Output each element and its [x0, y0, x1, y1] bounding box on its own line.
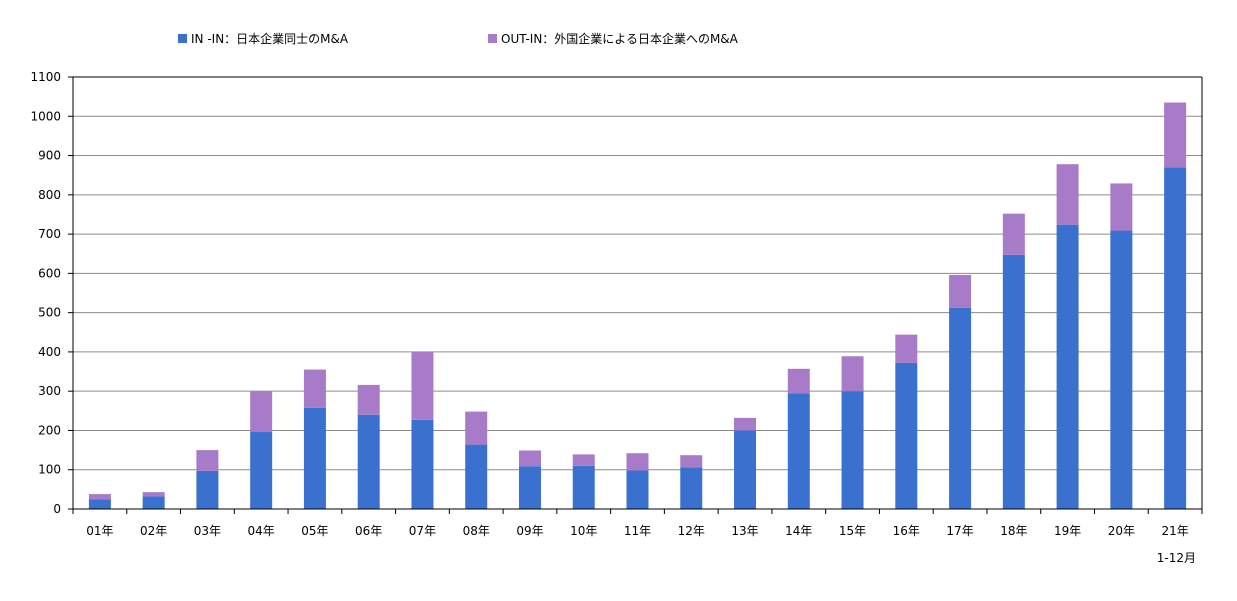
x-tick-label: 11年 — [624, 524, 651, 538]
gridlines — [73, 76, 1202, 471]
x-tick-label: 21年 — [1161, 524, 1188, 538]
bar-in-in — [250, 432, 273, 509]
bar-out-in — [465, 411, 488, 445]
y-tick-label: 100 — [38, 463, 61, 477]
bar-in-in — [303, 407, 326, 509]
y-tick-label: 0 — [53, 502, 61, 516]
bar-in-in — [357, 414, 380, 509]
bar-out-in — [949, 274, 972, 308]
bar-in-in — [411, 419, 434, 509]
x-tick-label: 07年 — [409, 524, 436, 538]
bar-out-in — [142, 492, 165, 497]
x-tick-label: 09年 — [516, 524, 543, 538]
y-tick-label: 400 — [38, 345, 61, 359]
x-tick-label: 08年 — [463, 524, 490, 538]
y-tick-label: 900 — [38, 149, 61, 163]
x-tick-label: 10年 — [570, 524, 597, 538]
axes — [68, 76, 1203, 514]
bar-in-in — [949, 307, 972, 509]
bar-out-in — [1164, 102, 1187, 168]
bar-out-in — [841, 356, 864, 392]
y-tick-label: 1000 — [30, 109, 61, 123]
bar-in-in — [518, 466, 541, 509]
period-note: 1-12月 — [1157, 551, 1196, 565]
bar-in-in — [734, 430, 757, 509]
bar-out-in — [626, 453, 649, 471]
x-axis-labels: 01年 02年 03年 04年 05年 06年 07年 08年 09年 10年 11年 12年 13年 1… — [86, 524, 1189, 538]
bar-out-in — [1002, 213, 1025, 255]
x-tick-label: 06年 — [355, 524, 382, 538]
y-axis-labels: 0 100 200 300 400 500 600 700 800 900 1000 1100 — [30, 70, 61, 516]
x-tick-label: 04年 — [248, 524, 275, 538]
bar-out-in — [895, 334, 918, 363]
bar-in-in — [680, 467, 703, 509]
bar-out-in — [303, 369, 326, 408]
bar-in-in — [88, 499, 111, 509]
bar-out-in — [411, 351, 434, 420]
y-tick-label: 600 — [38, 266, 61, 280]
x-tick-label: 17年 — [946, 524, 973, 538]
legend-swatch-out-in — [488, 34, 497, 43]
bar-out-in — [88, 494, 111, 500]
bar-in-in — [1164, 167, 1187, 509]
x-tick-label: 12年 — [678, 524, 705, 538]
y-tick-label: 700 — [38, 227, 61, 241]
x-tick-label: 03年 — [194, 524, 221, 538]
bar-out-in — [196, 450, 219, 471]
y-tick-label: 300 — [38, 384, 61, 398]
chart-legend: IN -IN：日本企業同士のM&A OUT-IN：外国企業による日本企業へのM&… — [178, 31, 739, 46]
bar-out-in — [518, 450, 541, 467]
bar-in-in — [787, 393, 810, 509]
x-tick-label: 14年 — [785, 524, 812, 538]
bar-out-in — [680, 455, 703, 468]
bar-in-in — [1110, 230, 1133, 509]
bar-out-in — [357, 384, 380, 415]
x-tick-label: 02年 — [140, 524, 167, 538]
bar-in-in — [1056, 224, 1079, 509]
x-tick-label: 18年 — [1000, 524, 1027, 538]
bar-in-in — [572, 465, 595, 509]
bar-in-in — [465, 444, 488, 509]
x-tick-label: 19年 — [1054, 524, 1081, 538]
x-tick-label: 15年 — [839, 524, 866, 538]
legend-label-out-in: OUT-IN：外国企業による日本企業へのM&A — [501, 31, 739, 46]
legend-label-in-in: IN -IN：日本企業同士のM&A — [191, 31, 349, 46]
bar-out-in — [250, 391, 273, 433]
x-tick-label: 16年 — [893, 524, 920, 538]
legend-swatch-in-in — [178, 34, 187, 43]
bar-in-in — [841, 391, 864, 509]
bar-in-in — [142, 496, 165, 509]
bar-out-in — [734, 417, 757, 431]
bar-out-in — [1110, 183, 1133, 231]
y-tick-label: 200 — [38, 423, 61, 437]
bar-in-in — [895, 362, 918, 509]
x-tick-label: 20年 — [1108, 524, 1135, 538]
x-tick-label: 13年 — [731, 524, 758, 538]
x-tick-label: 05年 — [301, 524, 328, 538]
x-tick-label: 01年 — [86, 524, 113, 538]
bar-in-in — [1002, 254, 1025, 509]
bar-out-in — [1056, 164, 1079, 225]
y-tick-label: 800 — [38, 188, 61, 202]
y-tick-label: 500 — [38, 306, 61, 320]
bar-in-in — [626, 470, 649, 509]
y-tick-label: 1100 — [30, 70, 61, 84]
bar-out-in — [572, 454, 595, 466]
bar-in-in — [196, 470, 219, 509]
bar-out-in — [787, 368, 810, 394]
bars — [88, 102, 1187, 509]
